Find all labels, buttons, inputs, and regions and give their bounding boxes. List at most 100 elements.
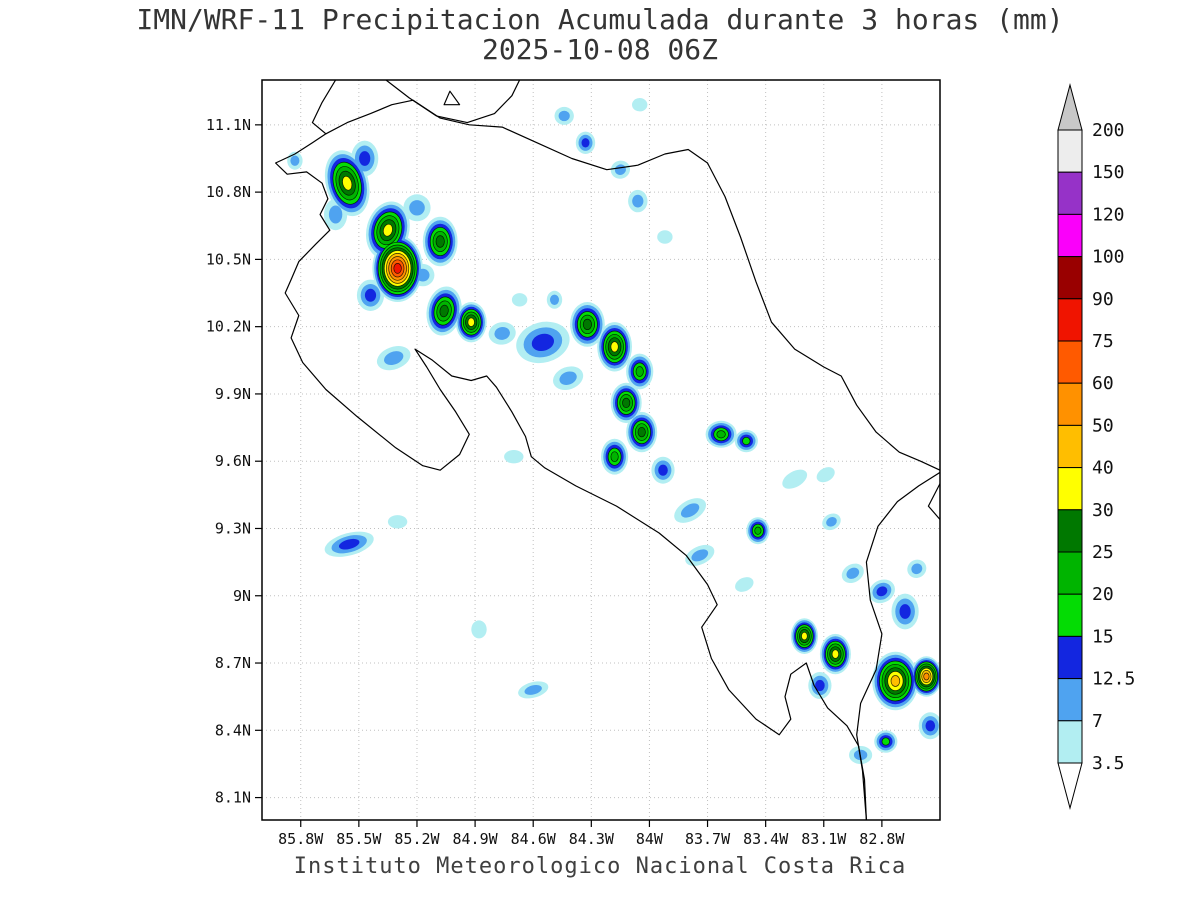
- colorbar-over-arrow: [1057, 83, 1083, 131]
- y-tick-label: 8.1N: [215, 789, 251, 807]
- precip-cell: [582, 318, 592, 331]
- precip-cell: [637, 426, 646, 438]
- coastline-panama-caribbean: [927, 483, 940, 521]
- precip-cell: [658, 464, 668, 476]
- precip-cell: [632, 194, 644, 208]
- y-tick-label: 9.9N: [215, 385, 251, 403]
- colorbar-tick-label: 25: [1092, 542, 1114, 563]
- colorbar-band: [1057, 256, 1083, 300]
- precip-cell: [387, 515, 408, 529]
- colorbar-tick-label: 7: [1092, 711, 1103, 732]
- x-tick-label: 83.4W: [743, 830, 789, 848]
- colorbar-band: [1057, 635, 1083, 680]
- coastline-layer: [275, 80, 940, 820]
- precip-cell: [742, 436, 751, 446]
- footer-caption: Instituto Meteorologico Nacional Costa R…: [293, 854, 907, 879]
- precip-cell: [416, 268, 430, 282]
- colorbar-tick-label: 12.5: [1092, 669, 1135, 690]
- colorbar-band: [1057, 171, 1083, 215]
- precip-cell: [359, 151, 371, 166]
- y-tick-label: 10.2N: [206, 318, 251, 336]
- precip-cell: [899, 604, 911, 619]
- colorbar-band: [1057, 678, 1083, 722]
- precip-cell: [657, 230, 673, 244]
- y-tick-label: 9.6N: [215, 452, 251, 470]
- precip-cell: [382, 223, 393, 237]
- precip-cell: [494, 326, 510, 340]
- precip-cell: [550, 294, 559, 305]
- precip-cell: [531, 333, 555, 352]
- colorbar-band: [1057, 340, 1083, 384]
- coastline-lake-shore: [385, 80, 521, 124]
- colorbar-tick-label: 90: [1092, 289, 1114, 310]
- colorbar-under-arrow: [1057, 762, 1083, 810]
- precip-cell: [610, 451, 619, 463]
- y-tick-label: 8.4N: [215, 721, 251, 739]
- colorbar-tick-label: 20: [1092, 584, 1114, 605]
- precip-cell: [622, 397, 631, 409]
- precip-cell: [511, 293, 528, 307]
- y-tick-label: 9.3N: [215, 519, 251, 537]
- colorbar-band: [1057, 551, 1083, 595]
- x-axis-labels: 85.8W 85.5W 85.2W 84.9W 84.6W 84.3W 84W 83.7W 83…: [278, 830, 905, 848]
- precip-cell: [558, 110, 570, 122]
- precip-cell: [610, 341, 619, 353]
- precip-cell: [635, 366, 644, 377]
- y-tick-label: 8.7N: [215, 654, 251, 672]
- colorbar-tick-label: 200: [1092, 120, 1125, 141]
- precip-cell: [831, 649, 840, 659]
- precip-cell: [467, 317, 475, 327]
- precip-cell: [716, 430, 726, 439]
- y-tick-label: 10.5N: [206, 250, 251, 268]
- precip-cell: [911, 563, 923, 575]
- precip-cell: [524, 684, 542, 695]
- precip-cell: [890, 675, 901, 687]
- y-axis-labels: 11.1N 10.8N 10.5N 10.2N 9.9N 9.6N 9.3N 9N 8.7N 8.…: [206, 116, 251, 807]
- colorbar: 200 150 120 100 90 75 60 50 40 30 25 20 15 12.5 7 3.5: [1057, 83, 1135, 810]
- y-tick-label: 9N: [233, 587, 251, 605]
- precip-cell: [504, 450, 524, 464]
- axis-ticks: [255, 124, 883, 827]
- coastline-caribbean: [706, 162, 940, 471]
- y-tick-label: 11.1N: [206, 116, 251, 134]
- precip-cell: [393, 263, 402, 274]
- precip-cell: [801, 631, 808, 641]
- x-tick-label: 84.3W: [569, 830, 615, 848]
- precip-cell: [328, 205, 343, 224]
- precip-cell: [680, 503, 700, 518]
- precip-cell: [691, 549, 709, 562]
- colorbar-band: [1057, 298, 1083, 342]
- colorbar-tick-label: 15: [1092, 626, 1114, 647]
- precipitation-layer: [287, 98, 940, 764]
- coastline-lake-island: [443, 90, 461, 106]
- precip-cell: [435, 235, 445, 248]
- colorbar-band: [1057, 593, 1083, 637]
- colorbar-band: [1057, 213, 1083, 258]
- colorbar-tick-label: 150: [1092, 162, 1125, 183]
- x-tick-label: 84.9W: [453, 830, 499, 848]
- precip-cell: [439, 304, 449, 318]
- x-tick-label: 85.8W: [278, 830, 324, 848]
- precip-cell: [471, 620, 487, 639]
- colorbar-tick-label: 30: [1092, 500, 1114, 521]
- coastline-panama-border: [856, 471, 940, 820]
- map-subtitle-datetime: 2025-10-08 06Z: [481, 33, 718, 66]
- colorbar-tick-label: 60: [1092, 373, 1114, 394]
- colorbar-tick-label: 100: [1092, 247, 1125, 268]
- precip-cell: [384, 351, 404, 366]
- precip-cell: [923, 672, 930, 681]
- precip-cell: [559, 371, 577, 385]
- x-tick-label: 84W: [636, 830, 664, 848]
- coastline-nicaragua-border-river: [325, 99, 709, 171]
- precip-cell: [342, 175, 353, 191]
- x-tick-label: 85.5W: [336, 830, 382, 848]
- colorbar-band: [1057, 424, 1083, 469]
- precip-cell: [409, 200, 425, 216]
- colorbar-tick-label: 50: [1092, 415, 1114, 436]
- colorbar-band: [1057, 720, 1083, 764]
- map-frame: [261, 79, 941, 821]
- x-tick-label: 84.6W: [511, 830, 557, 848]
- colorbar-band: [1057, 467, 1083, 511]
- precip-cell: [881, 737, 890, 746]
